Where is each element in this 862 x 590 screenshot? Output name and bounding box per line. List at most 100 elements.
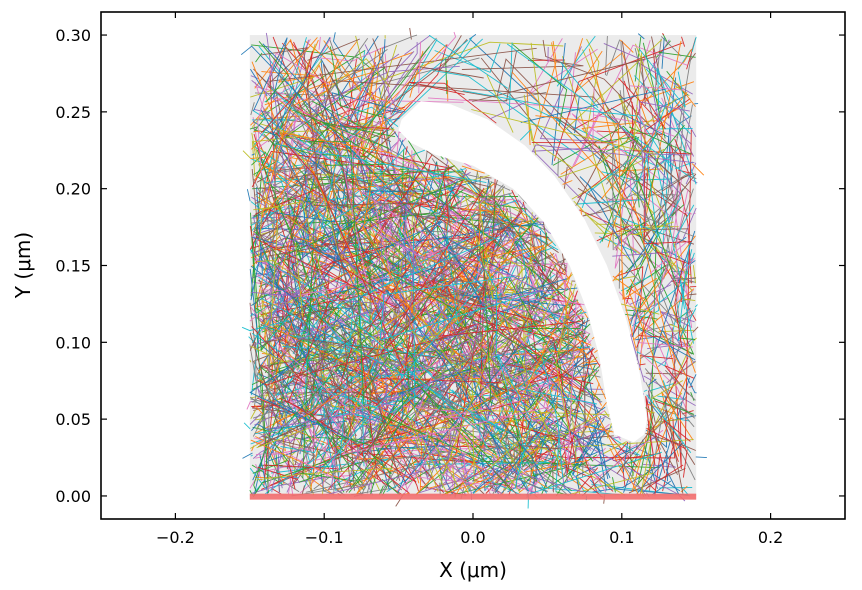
trajectory-line bbox=[664, 365, 695, 395]
trajectory-line bbox=[377, 150, 459, 263]
trajectory-line bbox=[293, 176, 451, 248]
trajectory-line bbox=[256, 260, 302, 282]
trajectory-line bbox=[415, 422, 454, 495]
trajectory-line bbox=[286, 50, 312, 101]
trajectory-line bbox=[643, 241, 692, 245]
trajectory-line bbox=[301, 485, 305, 496]
trajectory-line bbox=[612, 269, 637, 351]
trajectory-line bbox=[618, 291, 689, 414]
trajectory-line bbox=[584, 213, 647, 259]
trajectory-line bbox=[638, 342, 693, 348]
trajectory-line bbox=[267, 46, 537, 83]
trajectory-line bbox=[258, 276, 274, 288]
trajectory-line bbox=[330, 104, 434, 286]
trajectory-line bbox=[644, 368, 695, 428]
trajectory-line bbox=[285, 452, 340, 483]
trajectory-line bbox=[261, 435, 387, 467]
trajectory-line bbox=[682, 449, 688, 478]
trajectory-line bbox=[298, 198, 392, 296]
trajectory-line bbox=[494, 471, 549, 493]
trajectory-line bbox=[661, 37, 665, 69]
trajectory-line bbox=[369, 172, 574, 304]
trajectory-line bbox=[380, 187, 523, 354]
trajectory-line bbox=[435, 281, 585, 332]
trajectory-line bbox=[293, 322, 481, 378]
trajectory-line bbox=[375, 334, 411, 407]
trajectory-line bbox=[315, 286, 356, 312]
trajectory-line bbox=[471, 430, 505, 451]
trajectory-line bbox=[275, 189, 340, 223]
trajectory-line bbox=[639, 179, 682, 381]
trajectory-line bbox=[573, 200, 635, 265]
trajectory-line bbox=[340, 243, 400, 289]
trajectory-line bbox=[572, 418, 606, 470]
trajectory-line bbox=[321, 452, 337, 487]
trajectory-line bbox=[549, 260, 577, 464]
trajectory-line bbox=[267, 119, 330, 387]
trajectory-line bbox=[690, 374, 697, 386]
trajectory-line bbox=[632, 301, 640, 337]
trajectory-line bbox=[665, 468, 680, 495]
trajectory-line bbox=[613, 214, 663, 235]
trajectory-line bbox=[601, 136, 640, 242]
trajectory-line bbox=[392, 231, 449, 327]
trajectory-line bbox=[450, 245, 492, 404]
trajectory-line bbox=[660, 36, 682, 57]
trajectory-line bbox=[403, 237, 483, 433]
trajectory-line bbox=[251, 230, 324, 255]
y-tick-label: 0.20 bbox=[55, 180, 91, 199]
trajectory-line bbox=[341, 385, 389, 479]
trajectory-line bbox=[370, 140, 445, 196]
trajectory-line bbox=[581, 315, 586, 430]
trajectory-line bbox=[252, 117, 262, 168]
trajectory-line bbox=[360, 421, 387, 465]
trajectory-line bbox=[681, 36, 686, 47]
trajectory-line bbox=[311, 80, 614, 152]
trajectory-line bbox=[266, 191, 483, 378]
trajectory-line bbox=[249, 341, 257, 381]
trajectory-line bbox=[273, 313, 357, 364]
trajectory-line bbox=[350, 191, 393, 228]
trajectory-line bbox=[614, 131, 633, 269]
trajectory-line bbox=[261, 158, 390, 279]
trajectory-line bbox=[480, 245, 544, 263]
trajectory-line bbox=[657, 67, 697, 185]
trajectory-line bbox=[251, 153, 255, 156]
trajectory-line bbox=[253, 195, 285, 312]
trajectory-line bbox=[491, 200, 547, 273]
trajectory-line bbox=[575, 436, 656, 490]
x-tick-label: −0.2 bbox=[156, 528, 195, 547]
trajectory-line bbox=[369, 477, 376, 495]
trajectory-line bbox=[252, 442, 381, 498]
trajectory-line bbox=[251, 239, 278, 249]
trajectory-line bbox=[523, 253, 555, 270]
trajectory-line bbox=[677, 83, 696, 107]
trajectory-line bbox=[658, 51, 696, 58]
trajectory-line bbox=[433, 70, 586, 161]
trajectory-line bbox=[366, 364, 410, 475]
trajectory-line bbox=[263, 37, 308, 239]
trajectory-line bbox=[266, 209, 327, 330]
trajectory-line bbox=[250, 454, 253, 457]
trajectory-line bbox=[580, 207, 582, 216]
trajectory-line bbox=[249, 366, 348, 439]
trajectory-line bbox=[640, 55, 646, 107]
trajectory-line bbox=[272, 37, 331, 135]
trajectory-line bbox=[464, 405, 558, 492]
trajectory-line bbox=[616, 409, 684, 494]
trajectory-line bbox=[643, 173, 697, 239]
trajectory-line bbox=[663, 53, 692, 216]
trajectory-line bbox=[662, 33, 665, 36]
trajectory-line bbox=[690, 392, 695, 401]
trajectory-line bbox=[326, 437, 431, 468]
trajectory-line bbox=[250, 415, 281, 449]
trajectory-line bbox=[323, 273, 352, 290]
trajectory-line bbox=[255, 316, 304, 362]
trajectory-line bbox=[289, 40, 356, 126]
trajectory-line bbox=[647, 410, 655, 414]
trajectory-line bbox=[649, 240, 689, 274]
trajectory-line bbox=[530, 42, 541, 114]
trajectory-line bbox=[380, 460, 402, 494]
trajectory-line bbox=[323, 183, 496, 267]
trajectory-line bbox=[323, 227, 351, 343]
